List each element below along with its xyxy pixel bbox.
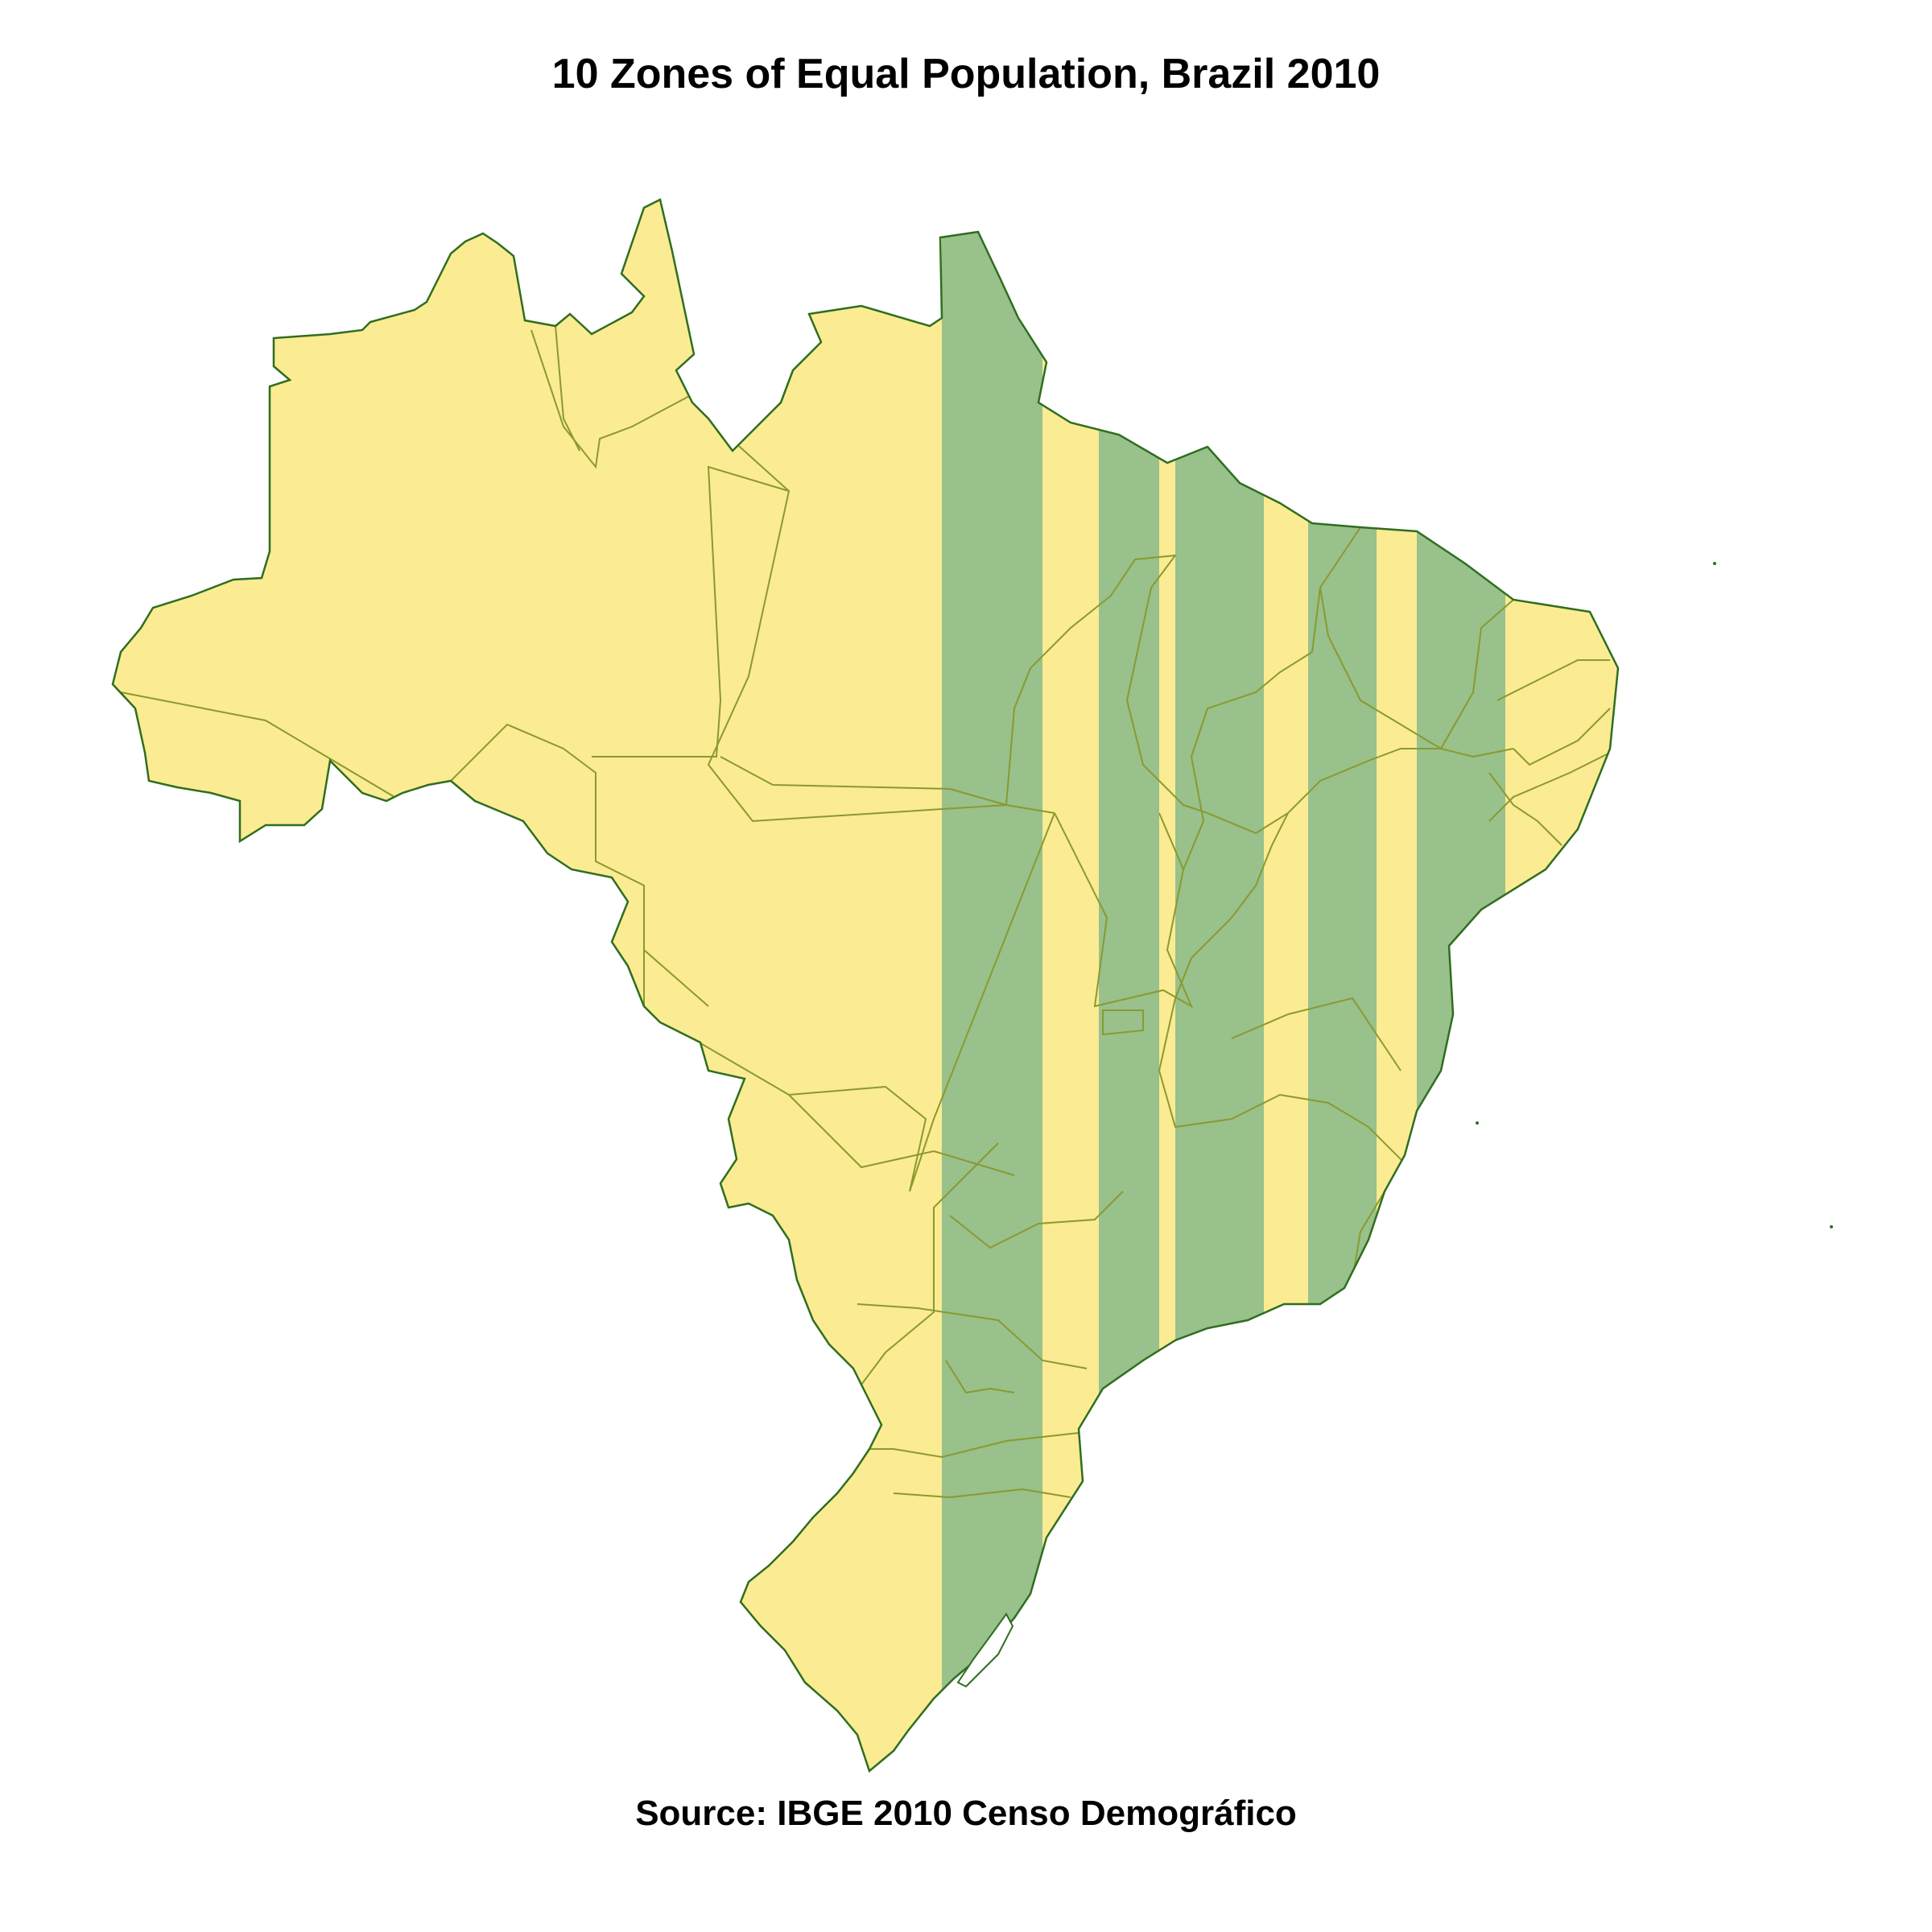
zone-stripe-9 — [1377, 200, 1417, 1771]
state-border — [1488, 752, 1611, 822]
state-border — [1183, 526, 1361, 870]
state-border — [555, 325, 580, 452]
island-marker — [1713, 562, 1716, 565]
zone-stripe-5 — [1159, 200, 1175, 1771]
zone-stripes — [113, 200, 1618, 1771]
state-border — [945, 1360, 1015, 1394]
zone-stripe-10 — [1417, 200, 1505, 1771]
map-title: 10 Zones of Equal Population, Brazil 201… — [551, 51, 1381, 97]
zone-stripe-10 — [1505, 200, 1618, 1771]
state-border — [861, 1432, 1080, 1459]
state-border — [1496, 659, 1610, 701]
state-border — [1054, 812, 1194, 1009]
state-border — [720, 756, 1007, 806]
zone-stripe-8 — [1308, 200, 1377, 1771]
state-border — [1319, 587, 1514, 758]
island-marker — [1830, 1225, 1833, 1228]
state-border — [1102, 1009, 1144, 1036]
state-border — [592, 465, 790, 758]
state-borders — [120, 325, 1611, 1499]
state-border — [1513, 708, 1611, 766]
island-marker — [1476, 1121, 1479, 1125]
state-border — [1488, 772, 1563, 846]
zone-stripe-7 — [1264, 200, 1308, 1771]
state-border — [1440, 599, 1514, 749]
state-border — [788, 1094, 1015, 1176]
zone-stripe-4 — [1099, 200, 1159, 1771]
map-source: Source: IBGE 2010 Censo Demográfico — [635, 1794, 1297, 1833]
state-border — [120, 691, 709, 1007]
state-border — [1005, 554, 1208, 814]
lagoon — [956, 1612, 1014, 1688]
state-border — [1158, 812, 1418, 1176]
state-border — [949, 1191, 1124, 1249]
zone-stripe-3 — [1042, 200, 1099, 1771]
state-border — [530, 329, 693, 469]
zone-stripe-2 — [942, 200, 1042, 1771]
state-border — [1207, 748, 1441, 835]
state-border — [1231, 997, 1402, 1071]
state-border — [857, 1303, 1088, 1369]
state-border — [893, 1488, 1071, 1499]
